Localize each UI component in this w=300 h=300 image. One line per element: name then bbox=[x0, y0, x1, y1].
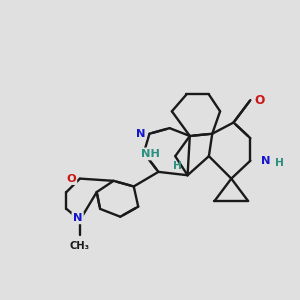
Text: N: N bbox=[261, 156, 271, 166]
Text: O: O bbox=[254, 94, 265, 106]
Text: H: H bbox=[173, 161, 182, 171]
Text: H: H bbox=[275, 158, 284, 168]
Text: NH: NH bbox=[141, 149, 160, 159]
Text: N: N bbox=[136, 129, 145, 139]
Text: O: O bbox=[66, 174, 76, 184]
Text: N: N bbox=[73, 213, 82, 223]
Text: CH₃: CH₃ bbox=[70, 242, 90, 251]
